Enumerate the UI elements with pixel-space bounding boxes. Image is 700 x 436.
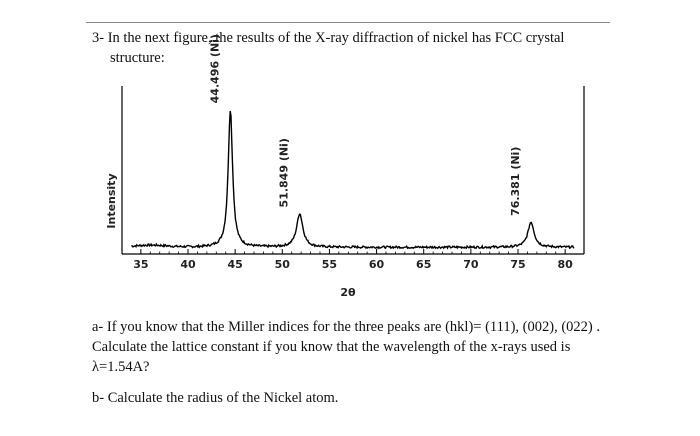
peak-label: 51.849 (Ni) xyxy=(278,138,291,207)
x-tick-label: 50 xyxy=(275,258,291,271)
x-tick-label: 80 xyxy=(557,258,573,271)
chart-tick-labels: 35 40 45 50 55 60 65 70 75 80 xyxy=(133,258,573,271)
x-tick-label: 65 xyxy=(416,258,431,271)
xrd-chart: 35 40 45 50 55 60 65 70 75 80 44.496 (Ni) 51.849 (… xyxy=(105,34,585,299)
part-b-question: b- Calculate the radius of the Nickel at… xyxy=(92,390,339,406)
part-a-question: a- If you know that the Miller indices f… xyxy=(92,319,600,375)
x-tick-label: 40 xyxy=(180,258,196,271)
chart-ticks xyxy=(140,249,566,254)
chart-axes xyxy=(121,86,585,255)
x-tick-label: 75 xyxy=(510,258,525,271)
x-axis-label: 2θ xyxy=(340,286,356,299)
peak-label: 44.496 (Ni) xyxy=(208,34,221,103)
peak-label: 76.381 (Ni) xyxy=(509,147,522,216)
diffraction-trace xyxy=(131,110,575,250)
problem-title-line1: 3- In the next figure, the results of th… xyxy=(92,30,565,46)
y-axis-label: Intensity xyxy=(105,173,118,228)
peak-labels: 44.496 (Ni) 51.849 (Ni) 76.381 (Ni) xyxy=(208,34,522,216)
x-tick-label: 60 xyxy=(369,258,385,271)
x-tick-label: 55 xyxy=(322,258,337,271)
top-rule xyxy=(86,22,610,23)
x-tick-label: 70 xyxy=(463,258,479,271)
problem-title-line2: structure: xyxy=(110,50,165,66)
x-tick-label: 45 xyxy=(227,258,242,271)
problem-title: 3- In the next figure, the results of th… xyxy=(92,28,622,68)
x-tick-label: 35 xyxy=(133,258,148,271)
